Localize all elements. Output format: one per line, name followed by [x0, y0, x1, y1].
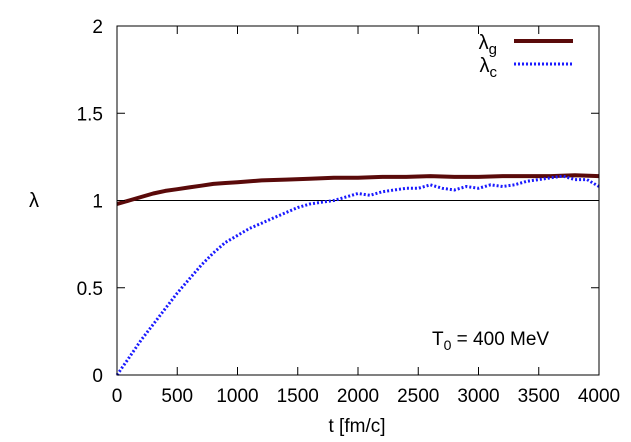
legend-entry-lambda-c: λc: [480, 55, 573, 81]
series-layer: [115, 173, 600, 376]
y-tick-label: 1: [92, 192, 103, 213]
x-tick-label: 4000: [578, 386, 620, 407]
temperature-annotation: T0 = 400 MeV: [432, 329, 549, 353]
annotation-symbol: T: [432, 329, 444, 350]
annotation-value: = 400 MeV: [451, 329, 549, 350]
x-tick-label: 2000: [337, 386, 379, 407]
legend-entry-lambda-g: λg: [479, 32, 573, 58]
x-tick-label: 3500: [518, 386, 560, 407]
legend-label-lambda-c: λc: [480, 55, 498, 81]
x-tick-label: 0: [112, 386, 123, 407]
legend-label-lambda-g-sub: g: [489, 41, 497, 58]
tick-labels: 0 500 1000 1500 2000 2500 3000 3500 4000 0 0.5 1 1.5…: [77, 17, 621, 407]
tick-marks: [116, 25, 600, 376]
y-tick-label: 0.5: [77, 279, 103, 300]
x-tick-label: 1000: [216, 386, 258, 407]
legend-label-lambda-g-main: λ: [479, 32, 489, 54]
series-line-lambda-g: [116, 173, 600, 206]
x-tick-label: 2500: [397, 386, 439, 407]
legend-label-lambda-c-main: λ: [480, 55, 490, 77]
annotation-subscript: 0: [444, 337, 452, 353]
legend: λg λc: [479, 32, 573, 81]
y-tick-label: 0: [92, 366, 103, 387]
legend-label-lambda-c-sub: c: [490, 64, 498, 81]
x-tick-label: 1500: [277, 386, 319, 407]
legend-label-lambda-g: λg: [479, 32, 497, 58]
series-line-lambda-c: [115, 174, 600, 376]
y-tick-label: 1.5: [77, 104, 103, 125]
y-tick-label: 2: [92, 17, 103, 38]
x-axis-label: t [fm/c]: [329, 416, 386, 437]
y-axis-label: λ: [29, 190, 39, 212]
x-tick-label: 3000: [457, 386, 499, 407]
x-tick-label: 500: [161, 386, 193, 407]
